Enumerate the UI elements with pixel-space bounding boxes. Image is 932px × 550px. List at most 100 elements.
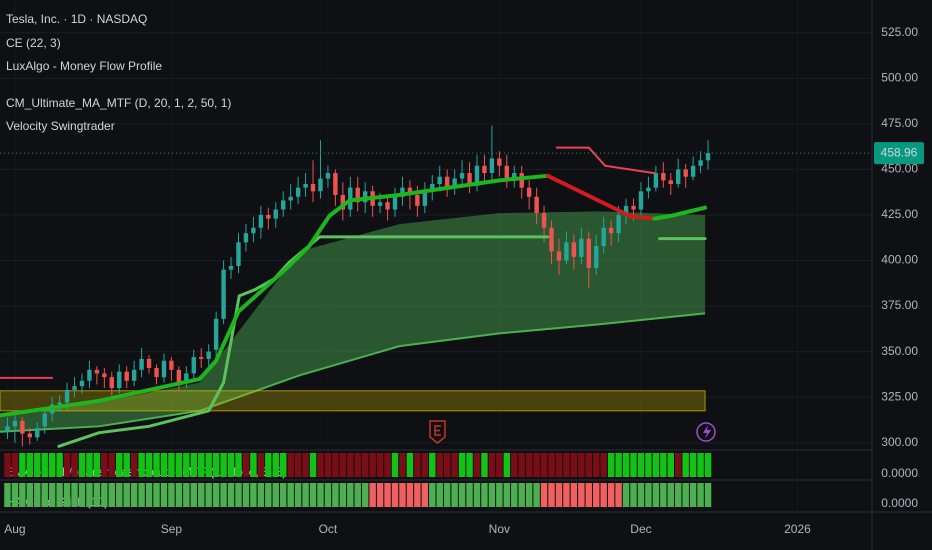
pane-bar bbox=[615, 483, 622, 507]
candle-body bbox=[646, 187, 651, 192]
candle-body bbox=[176, 369, 182, 383]
pane-bar bbox=[198, 483, 205, 507]
pane-bar bbox=[667, 453, 674, 477]
pane-bar bbox=[585, 453, 593, 477]
candle-body bbox=[631, 205, 636, 210]
candle-body bbox=[444, 176, 450, 188]
pane-bar bbox=[190, 483, 198, 507]
pane-bar bbox=[674, 483, 682, 507]
candle-body bbox=[594, 245, 599, 268]
pane-bar bbox=[697, 453, 704, 477]
candle-body bbox=[20, 420, 25, 434]
candle-body bbox=[437, 176, 442, 185]
candle-body bbox=[340, 194, 346, 210]
pane-bar bbox=[637, 453, 645, 477]
pane-bar bbox=[86, 483, 93, 507]
pane-bar bbox=[279, 453, 287, 477]
pane-bar bbox=[563, 453, 570, 477]
pane-bar bbox=[525, 483, 533, 507]
pane-bar bbox=[71, 483, 78, 507]
pane-bar bbox=[108, 483, 116, 507]
pane-bar bbox=[585, 483, 593, 507]
pane-bar bbox=[689, 453, 697, 477]
pane-bar bbox=[332, 453, 339, 477]
candle-body bbox=[72, 386, 77, 390]
pane-bar bbox=[369, 453, 376, 477]
y-tick-label: 425.00 bbox=[881, 207, 918, 221]
candle-body bbox=[12, 420, 18, 427]
pane-bar bbox=[399, 483, 406, 507]
pane-bar bbox=[309, 483, 317, 507]
candle-body bbox=[42, 413, 47, 427]
candle-body bbox=[638, 191, 644, 210]
candle-body bbox=[392, 196, 398, 210]
candle-body bbox=[154, 368, 159, 378]
indicator-line bbox=[545, 173, 657, 221]
pane-bar bbox=[324, 483, 332, 507]
pane-bar bbox=[175, 453, 183, 477]
pane-bar bbox=[116, 453, 123, 477]
pane-bar bbox=[645, 483, 652, 507]
pane-bar bbox=[11, 483, 19, 507]
pane-bar bbox=[697, 483, 704, 507]
pane-bar bbox=[26, 453, 34, 477]
pane-bar bbox=[607, 453, 615, 477]
labels: Tesla, Inc. · 1D · NASDAQ CE (22, 3) Lux… bbox=[4, 12, 924, 536]
candle-body bbox=[146, 358, 152, 369]
pane-bar bbox=[682, 483, 689, 507]
candle-body bbox=[169, 360, 174, 370]
pane-bar bbox=[294, 483, 302, 507]
pane-bar bbox=[540, 483, 548, 507]
candle-body bbox=[586, 238, 591, 268]
band-edge bbox=[0, 312, 706, 433]
pane-bar bbox=[704, 453, 712, 477]
pane-bar bbox=[622, 453, 630, 477]
candle-body bbox=[27, 433, 33, 438]
pane-bar bbox=[540, 453, 548, 477]
last-price-label: 458.96 bbox=[881, 145, 918, 159]
pane-bar bbox=[205, 453, 212, 477]
pane-bar bbox=[34, 483, 41, 507]
pane-bar bbox=[578, 453, 585, 477]
candle-body bbox=[541, 213, 547, 228]
pane-bar bbox=[660, 483, 667, 507]
pane-bar bbox=[183, 483, 190, 507]
pane-bar bbox=[429, 483, 436, 507]
pane-bar bbox=[11, 453, 19, 477]
pane-bar bbox=[220, 453, 227, 477]
pane-bar bbox=[332, 483, 339, 507]
pane-bar bbox=[384, 483, 391, 507]
pane-bar bbox=[361, 483, 369, 507]
candle-body bbox=[258, 214, 264, 228]
pane-bar bbox=[593, 453, 600, 477]
candle-body bbox=[608, 227, 614, 234]
pane-bar bbox=[406, 453, 414, 477]
candle-body bbox=[206, 351, 211, 359]
pane-bar bbox=[19, 483, 26, 507]
pane-bar bbox=[183, 453, 190, 477]
candle-body bbox=[184, 373, 189, 383]
last-price-box bbox=[874, 142, 924, 165]
pane-bar bbox=[279, 483, 287, 507]
pane-bar bbox=[86, 453, 93, 477]
pane-bar bbox=[302, 483, 309, 507]
pane-bar bbox=[294, 453, 302, 477]
pane-bar bbox=[473, 453, 481, 477]
candle-body bbox=[228, 265, 234, 270]
candle-body bbox=[5, 426, 10, 432]
indicator-line bbox=[555, 146, 656, 175]
x-tick-label: Aug bbox=[4, 522, 25, 536]
pane-bar bbox=[138, 453, 145, 477]
y-tick-label: 450.00 bbox=[881, 162, 918, 176]
pane-bar bbox=[41, 453, 48, 477]
pane-bar bbox=[250, 483, 257, 507]
pane-bar bbox=[198, 453, 205, 477]
pane-bar bbox=[593, 483, 600, 507]
pane-bar bbox=[56, 453, 63, 477]
candle-body bbox=[273, 209, 278, 219]
candle-body bbox=[556, 251, 562, 261]
candle-body bbox=[377, 202, 383, 206]
pane-bar bbox=[458, 453, 466, 477]
pane-bar bbox=[503, 483, 511, 507]
candle-body bbox=[579, 238, 584, 257]
